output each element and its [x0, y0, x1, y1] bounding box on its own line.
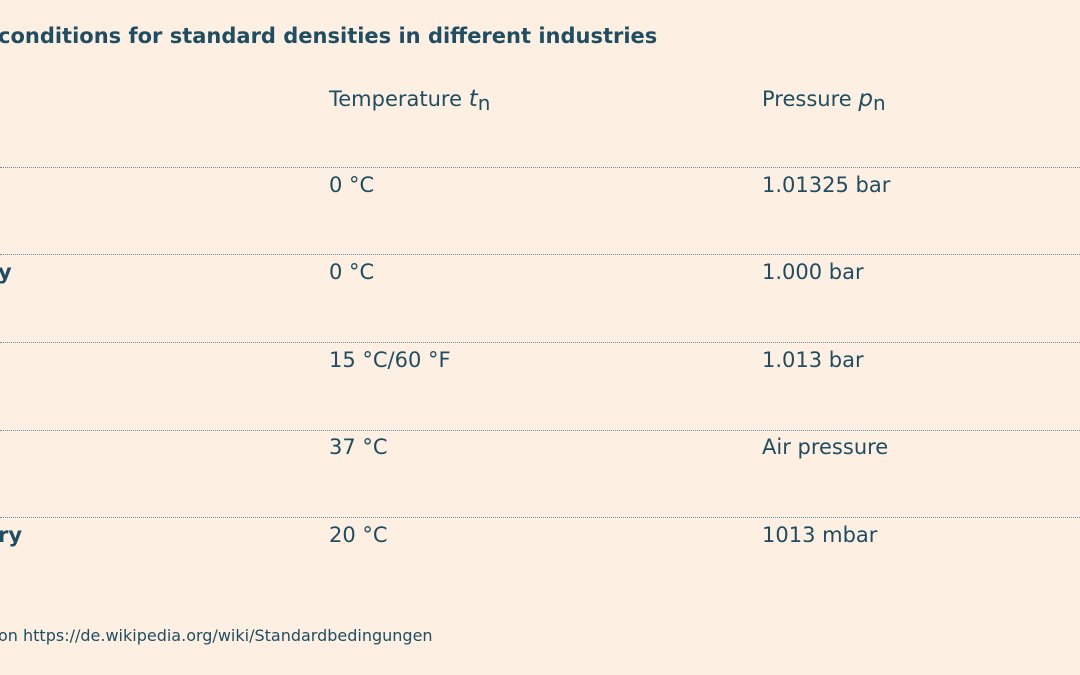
pressure-cell: 1.000 bar	[762, 260, 864, 284]
row-divider	[0, 167, 1080, 168]
source-note: on https://de.wikipedia.org/wiki/Standar…	[0, 626, 433, 645]
column-header-pressure: Pressure pn	[762, 86, 886, 115]
table-title: conditions for standard densities in dif…	[0, 24, 658, 48]
column-header-temperature: Temperature tn	[329, 86, 491, 115]
temperature-cell: 20 °C	[329, 523, 388, 547]
temperature-cell: 0 °C	[329, 260, 375, 284]
temperature-cell: 15 °C/60 °F	[329, 348, 451, 372]
pressure-cell: 1.013 bar	[762, 348, 864, 372]
pressure-label: Pressure	[762, 87, 852, 111]
row-divider	[0, 342, 1080, 343]
row-label: ry	[0, 523, 23, 547]
row-label: y	[0, 260, 12, 284]
temperature-symbol: t	[468, 86, 478, 112]
pressure-cell: Air pressure	[762, 435, 889, 459]
temperature-subscript: n	[477, 91, 491, 115]
pressure-cell: 1013 mbar	[762, 523, 878, 547]
temperature-cell: 0 °C	[329, 173, 375, 197]
pressure-subscript: n	[872, 91, 886, 115]
temperature-label: Temperature	[329, 87, 463, 111]
pressure-cell: 1.01325 bar	[762, 173, 891, 197]
row-divider	[0, 517, 1080, 518]
row-divider	[0, 254, 1080, 255]
temperature-cell: 37 °C	[329, 435, 388, 459]
row-divider	[0, 430, 1080, 431]
pressure-symbol: p	[858, 86, 873, 112]
